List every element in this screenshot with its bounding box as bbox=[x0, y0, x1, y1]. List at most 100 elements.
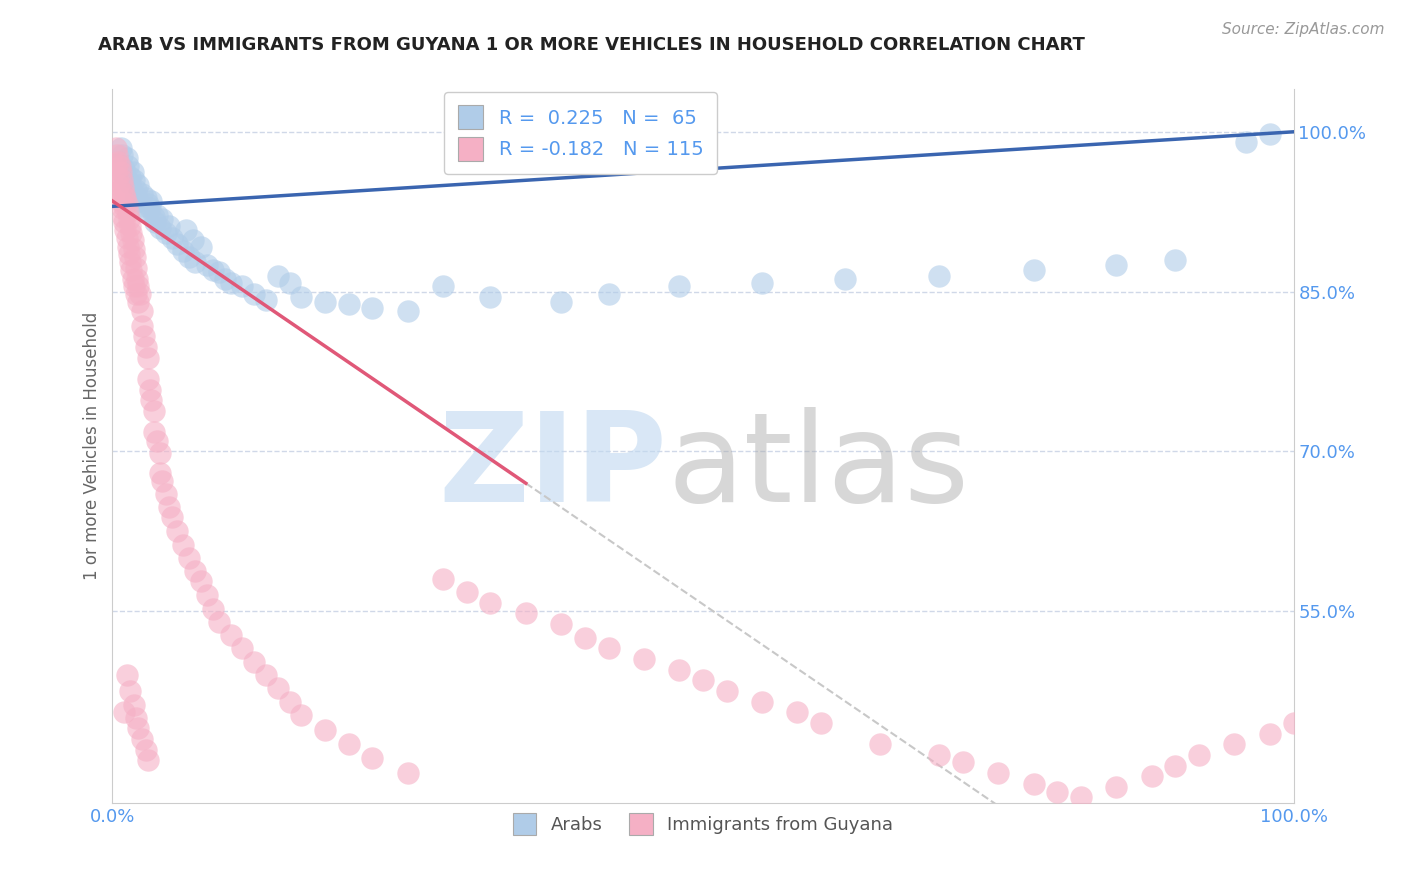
Point bbox=[120, 219, 142, 233]
Point bbox=[254, 293, 277, 307]
Point bbox=[125, 261, 148, 276]
Point bbox=[1070, 790, 1092, 805]
Point bbox=[112, 215, 135, 229]
Point bbox=[121, 272, 143, 286]
Point bbox=[110, 194, 132, 208]
Point bbox=[139, 383, 162, 397]
Point bbox=[131, 199, 153, 213]
Point bbox=[396, 766, 419, 780]
Point bbox=[479, 596, 502, 610]
Point bbox=[146, 434, 169, 448]
Point bbox=[195, 588, 218, 602]
Point bbox=[131, 186, 153, 201]
Point bbox=[361, 751, 384, 765]
Point bbox=[127, 295, 149, 310]
Point bbox=[432, 279, 454, 293]
Point bbox=[692, 673, 714, 688]
Point bbox=[111, 202, 134, 216]
Point bbox=[160, 231, 183, 245]
Point bbox=[143, 215, 166, 229]
Point bbox=[107, 154, 129, 169]
Point bbox=[135, 742, 157, 756]
Point bbox=[150, 212, 173, 227]
Point bbox=[112, 162, 135, 177]
Point bbox=[243, 655, 266, 669]
Point bbox=[125, 183, 148, 197]
Point bbox=[928, 268, 950, 283]
Text: atlas: atlas bbox=[668, 407, 970, 528]
Point bbox=[107, 157, 129, 171]
Point bbox=[214, 272, 236, 286]
Point bbox=[751, 276, 773, 290]
Point bbox=[184, 254, 207, 268]
Point bbox=[120, 226, 142, 240]
Point bbox=[136, 197, 159, 211]
Text: Source: ZipAtlas.com: Source: ZipAtlas.com bbox=[1222, 22, 1385, 37]
Point bbox=[314, 723, 336, 738]
Point bbox=[231, 641, 253, 656]
Point bbox=[107, 188, 129, 202]
Point bbox=[114, 191, 136, 205]
Point bbox=[668, 663, 690, 677]
Point bbox=[108, 159, 131, 173]
Point bbox=[396, 303, 419, 318]
Point bbox=[115, 152, 138, 166]
Point bbox=[135, 191, 157, 205]
Point bbox=[190, 240, 212, 254]
Point bbox=[136, 204, 159, 219]
Point bbox=[110, 141, 132, 155]
Point bbox=[598, 286, 620, 301]
Point bbox=[141, 194, 163, 208]
Point bbox=[834, 272, 856, 286]
Point bbox=[668, 279, 690, 293]
Point bbox=[111, 172, 134, 186]
Point bbox=[337, 737, 360, 751]
Point bbox=[166, 236, 188, 251]
Point bbox=[157, 219, 180, 233]
Point bbox=[117, 204, 139, 219]
Point bbox=[208, 265, 231, 279]
Point bbox=[160, 510, 183, 524]
Point bbox=[751, 695, 773, 709]
Point bbox=[112, 199, 135, 213]
Point bbox=[361, 301, 384, 315]
Point bbox=[131, 318, 153, 333]
Point bbox=[105, 169, 128, 184]
Point bbox=[174, 223, 197, 237]
Point bbox=[127, 178, 149, 192]
Point bbox=[121, 165, 143, 179]
Point bbox=[136, 753, 159, 767]
Point bbox=[111, 148, 134, 162]
Point bbox=[149, 220, 172, 235]
Point bbox=[112, 706, 135, 720]
Point bbox=[190, 574, 212, 589]
Point bbox=[121, 234, 143, 248]
Point bbox=[550, 616, 572, 631]
Point bbox=[136, 351, 159, 365]
Point bbox=[122, 698, 145, 712]
Point bbox=[117, 159, 139, 173]
Point bbox=[219, 276, 242, 290]
Point bbox=[432, 572, 454, 586]
Point bbox=[1258, 726, 1281, 740]
Point bbox=[142, 210, 165, 224]
Point bbox=[1164, 758, 1187, 772]
Point bbox=[1140, 769, 1163, 783]
Point bbox=[155, 226, 177, 240]
Point bbox=[135, 340, 157, 354]
Point bbox=[127, 194, 149, 208]
Point bbox=[166, 524, 188, 539]
Point bbox=[157, 500, 180, 514]
Point bbox=[1188, 747, 1211, 762]
Point bbox=[125, 286, 148, 301]
Point bbox=[149, 446, 172, 460]
Point bbox=[243, 286, 266, 301]
Point bbox=[112, 180, 135, 194]
Point bbox=[278, 695, 301, 709]
Legend: Arabs, Immigrants from Guyana: Arabs, Immigrants from Guyana bbox=[501, 800, 905, 847]
Point bbox=[179, 251, 201, 265]
Point bbox=[141, 393, 163, 408]
Point bbox=[125, 188, 148, 202]
Point bbox=[550, 295, 572, 310]
Point bbox=[1022, 777, 1045, 791]
